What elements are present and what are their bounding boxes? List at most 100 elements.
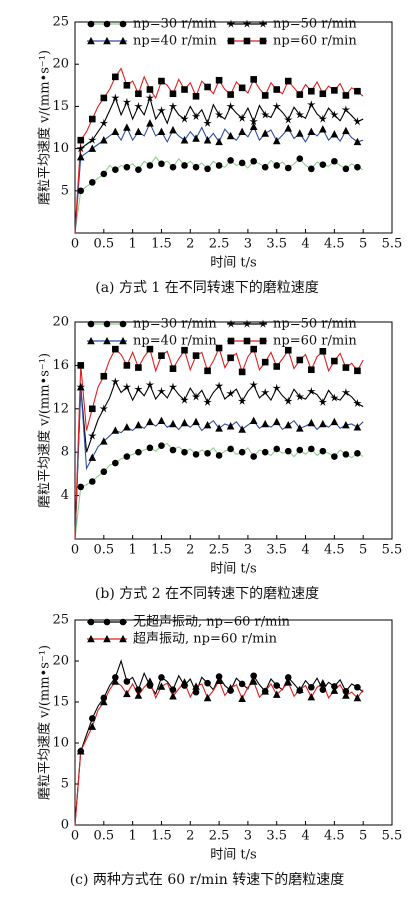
marker (284, 77, 292, 85)
marker (77, 483, 85, 491)
marker (250, 76, 257, 83)
marker (146, 119, 154, 127)
x-tick-label: 5.5 (382, 829, 403, 844)
caption: (c) 两种方式在 60 r/min 转速下的磨粒速度 (70, 872, 345, 888)
marker (272, 136, 281, 145)
x-tick-label: 3 (244, 543, 252, 558)
marker (250, 345, 257, 353)
marker (77, 136, 85, 144)
marker (330, 130, 339, 138)
marker (238, 127, 246, 136)
marker (158, 674, 165, 681)
marker (272, 417, 281, 426)
marker (296, 356, 304, 364)
marker (319, 447, 327, 455)
marker (168, 382, 178, 391)
marker (226, 101, 235, 110)
y-tick-label: 4 (61, 488, 69, 503)
x-axis-label: 时间 t/s (210, 562, 256, 577)
marker (88, 431, 97, 440)
marker (192, 451, 200, 458)
marker (238, 680, 246, 688)
series-line (74, 679, 364, 826)
marker (215, 452, 223, 459)
x-tick-label: 2.5 (209, 543, 230, 558)
marker (308, 165, 315, 173)
marker (238, 448, 246, 456)
marker (76, 383, 85, 391)
x-tick-label: 4 (301, 237, 309, 252)
marker (261, 129, 269, 137)
x-tick-label: 1 (128, 237, 136, 252)
marker (227, 445, 234, 453)
marker (111, 677, 120, 685)
legend-marker (87, 336, 95, 345)
legend-label: np=50 r/min (273, 317, 357, 332)
legend-marker (87, 20, 95, 28)
marker (296, 155, 304, 163)
marker (215, 76, 223, 84)
marker (169, 90, 177, 98)
legend-label: np=40 r/min (133, 34, 217, 49)
legend-marker (87, 320, 95, 328)
marker (191, 112, 201, 121)
x-tick-label: 2 (186, 237, 194, 252)
marker (146, 444, 154, 452)
legend-marker (243, 37, 251, 45)
marker (227, 354, 234, 362)
marker (307, 127, 316, 136)
marker (237, 113, 247, 122)
x-tick-label: 0.5 (93, 237, 114, 252)
marker (204, 367, 211, 375)
marker (100, 94, 108, 102)
marker (122, 382, 132, 391)
legend-marker (259, 37, 267, 45)
marker (214, 110, 224, 119)
caption: (a) 方式 1 在不同转速下的磨粒速度 (95, 280, 319, 296)
marker (203, 420, 212, 429)
legend-marker (119, 634, 127, 643)
marker (169, 125, 177, 134)
marker (203, 693, 212, 702)
marker (249, 677, 258, 685)
marker (157, 682, 166, 690)
marker (250, 157, 257, 165)
marker (169, 163, 177, 171)
legend-marker (119, 20, 127, 28)
marker (215, 424, 223, 432)
y-tick-label: 15 (52, 99, 69, 114)
marker (169, 692, 177, 700)
marker (146, 677, 154, 685)
legend-marker (119, 618, 127, 626)
marker (169, 419, 177, 428)
x-tick-label: 0 (71, 237, 79, 252)
marker (88, 453, 97, 461)
x-tick-label: 0.5 (93, 829, 114, 844)
marker (135, 90, 142, 98)
marker (88, 715, 96, 722)
marker (123, 123, 131, 131)
legend-label: np=30 r/min (133, 17, 217, 32)
marker (100, 437, 108, 445)
marker (284, 346, 292, 354)
marker (192, 417, 200, 426)
marker (135, 166, 142, 173)
marker (342, 688, 350, 695)
marker (353, 693, 362, 702)
marker (238, 368, 246, 376)
marker (308, 87, 315, 95)
x-tick-label: 5.5 (382, 543, 403, 558)
legend-marker (87, 36, 95, 45)
marker (181, 162, 188, 169)
marker (250, 672, 257, 680)
x-tick-label: 2.5 (209, 237, 230, 252)
x-tick-label: 3.5 (266, 829, 287, 844)
y-tick-label: 25 (52, 613, 69, 628)
x-axis-label: 时间 t/s (210, 848, 256, 863)
marker (307, 418, 316, 427)
marker (146, 162, 154, 169)
marker (227, 91, 234, 98)
x-tick-label: 2 (186, 829, 194, 844)
legend-marker (259, 337, 267, 345)
